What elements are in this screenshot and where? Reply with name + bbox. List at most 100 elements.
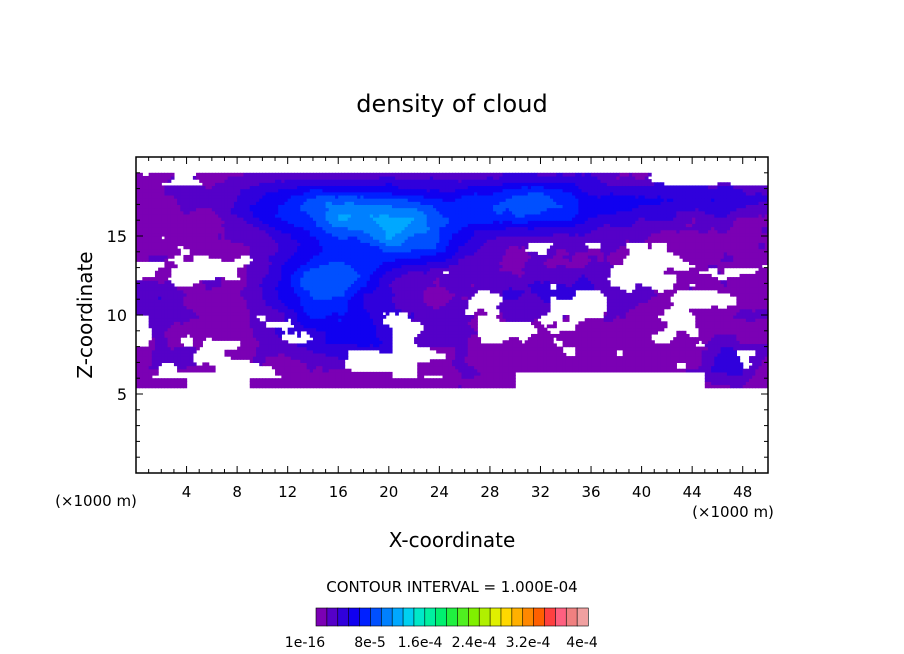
field-cell	[151, 258, 156, 262]
field-cell	[275, 213, 279, 218]
field-cell	[281, 289, 286, 294]
field-cell	[347, 226, 352, 231]
field-cell	[173, 242, 178, 247]
field-cell	[376, 283, 380, 288]
field-cell	[148, 194, 153, 199]
field-cell	[373, 201, 377, 205]
field-cell	[312, 261, 317, 266]
field-cell	[335, 191, 339, 196]
field-cell	[325, 315, 330, 319]
field-cell	[186, 315, 191, 319]
field-cell	[243, 273, 248, 278]
field-cell	[148, 359, 153, 363]
field-cell	[322, 343, 327, 348]
field-cell	[316, 172, 320, 177]
field-cell	[284, 277, 289, 281]
field-cell	[325, 371, 330, 376]
field-cell	[319, 179, 324, 183]
field-cell	[211, 283, 216, 288]
field-cell	[218, 280, 222, 284]
field-cell	[246, 330, 251, 335]
field-cell	[136, 381, 140, 386]
field-cell	[369, 232, 374, 237]
field-cell	[306, 251, 311, 256]
field-cell	[170, 305, 175, 310]
field-cell	[338, 299, 342, 303]
field-cell	[303, 185, 308, 190]
field-cell	[297, 359, 301, 363]
field-cell	[344, 352, 349, 357]
field-cell	[202, 305, 207, 310]
field-cell	[186, 296, 191, 300]
field-cell	[331, 378, 336, 382]
field-cell	[243, 333, 248, 338]
field-cell	[186, 191, 191, 196]
field-cell	[221, 280, 226, 284]
field-cell	[259, 198, 263, 202]
field-cell	[151, 384, 156, 389]
field-cell	[278, 381, 282, 386]
field-cell	[319, 245, 324, 250]
field-cell	[376, 242, 380, 247]
field-cell	[312, 236, 317, 240]
field-cell	[167, 305, 172, 310]
field-cell	[363, 381, 368, 386]
field-cell	[300, 179, 305, 183]
field-cell	[404, 273, 409, 278]
field-cell	[186, 308, 191, 313]
field-cell	[151, 305, 156, 310]
field-cell	[196, 315, 200, 319]
field-cell	[183, 201, 188, 205]
field-cell	[240, 324, 245, 329]
field-cell	[300, 321, 305, 326]
field-cell	[331, 324, 336, 329]
field-cell	[297, 346, 301, 351]
field-cell	[322, 324, 327, 329]
field-cell	[271, 308, 276, 313]
field-cell	[154, 236, 159, 240]
field-cell	[268, 242, 273, 247]
field-cell	[401, 217, 406, 221]
field-cell	[173, 198, 178, 202]
field-cell	[278, 365, 282, 370]
field-cell	[148, 245, 153, 250]
field-cell	[331, 248, 336, 253]
field-cell	[379, 381, 384, 386]
field-cell	[398, 384, 403, 389]
field-cell	[290, 375, 295, 379]
field-cell	[297, 210, 301, 215]
field-cell	[303, 220, 308, 224]
field-cell	[167, 302, 172, 307]
field-cell	[391, 267, 396, 272]
field-cell	[331, 194, 336, 199]
field-cell	[303, 381, 308, 386]
field-cell	[268, 232, 273, 237]
field-cell	[341, 182, 346, 187]
field-cell	[237, 311, 241, 316]
field-cell	[404, 381, 409, 386]
field-cell	[243, 289, 248, 294]
field-cell	[287, 346, 292, 351]
field-cell	[350, 194, 355, 199]
field-cell	[312, 185, 317, 190]
field-cell	[373, 311, 377, 316]
field-cell	[306, 198, 311, 202]
field-cell	[161, 213, 166, 218]
field-cell	[177, 305, 181, 310]
field-cell	[243, 340, 248, 345]
field-cell	[376, 245, 380, 250]
field-cell	[281, 343, 286, 348]
field-cell	[316, 330, 320, 335]
field-cell	[281, 384, 286, 389]
field-cell	[398, 261, 403, 266]
field-cell	[186, 229, 191, 234]
field-cell	[325, 223, 330, 228]
field-cell	[369, 182, 374, 187]
field-cell	[382, 333, 387, 338]
field-cell	[385, 378, 390, 382]
field-cell	[158, 226, 162, 231]
field-cell	[360, 232, 365, 237]
field-cell	[221, 201, 226, 205]
field-cell	[164, 340, 169, 345]
field-cell	[309, 286, 314, 291]
